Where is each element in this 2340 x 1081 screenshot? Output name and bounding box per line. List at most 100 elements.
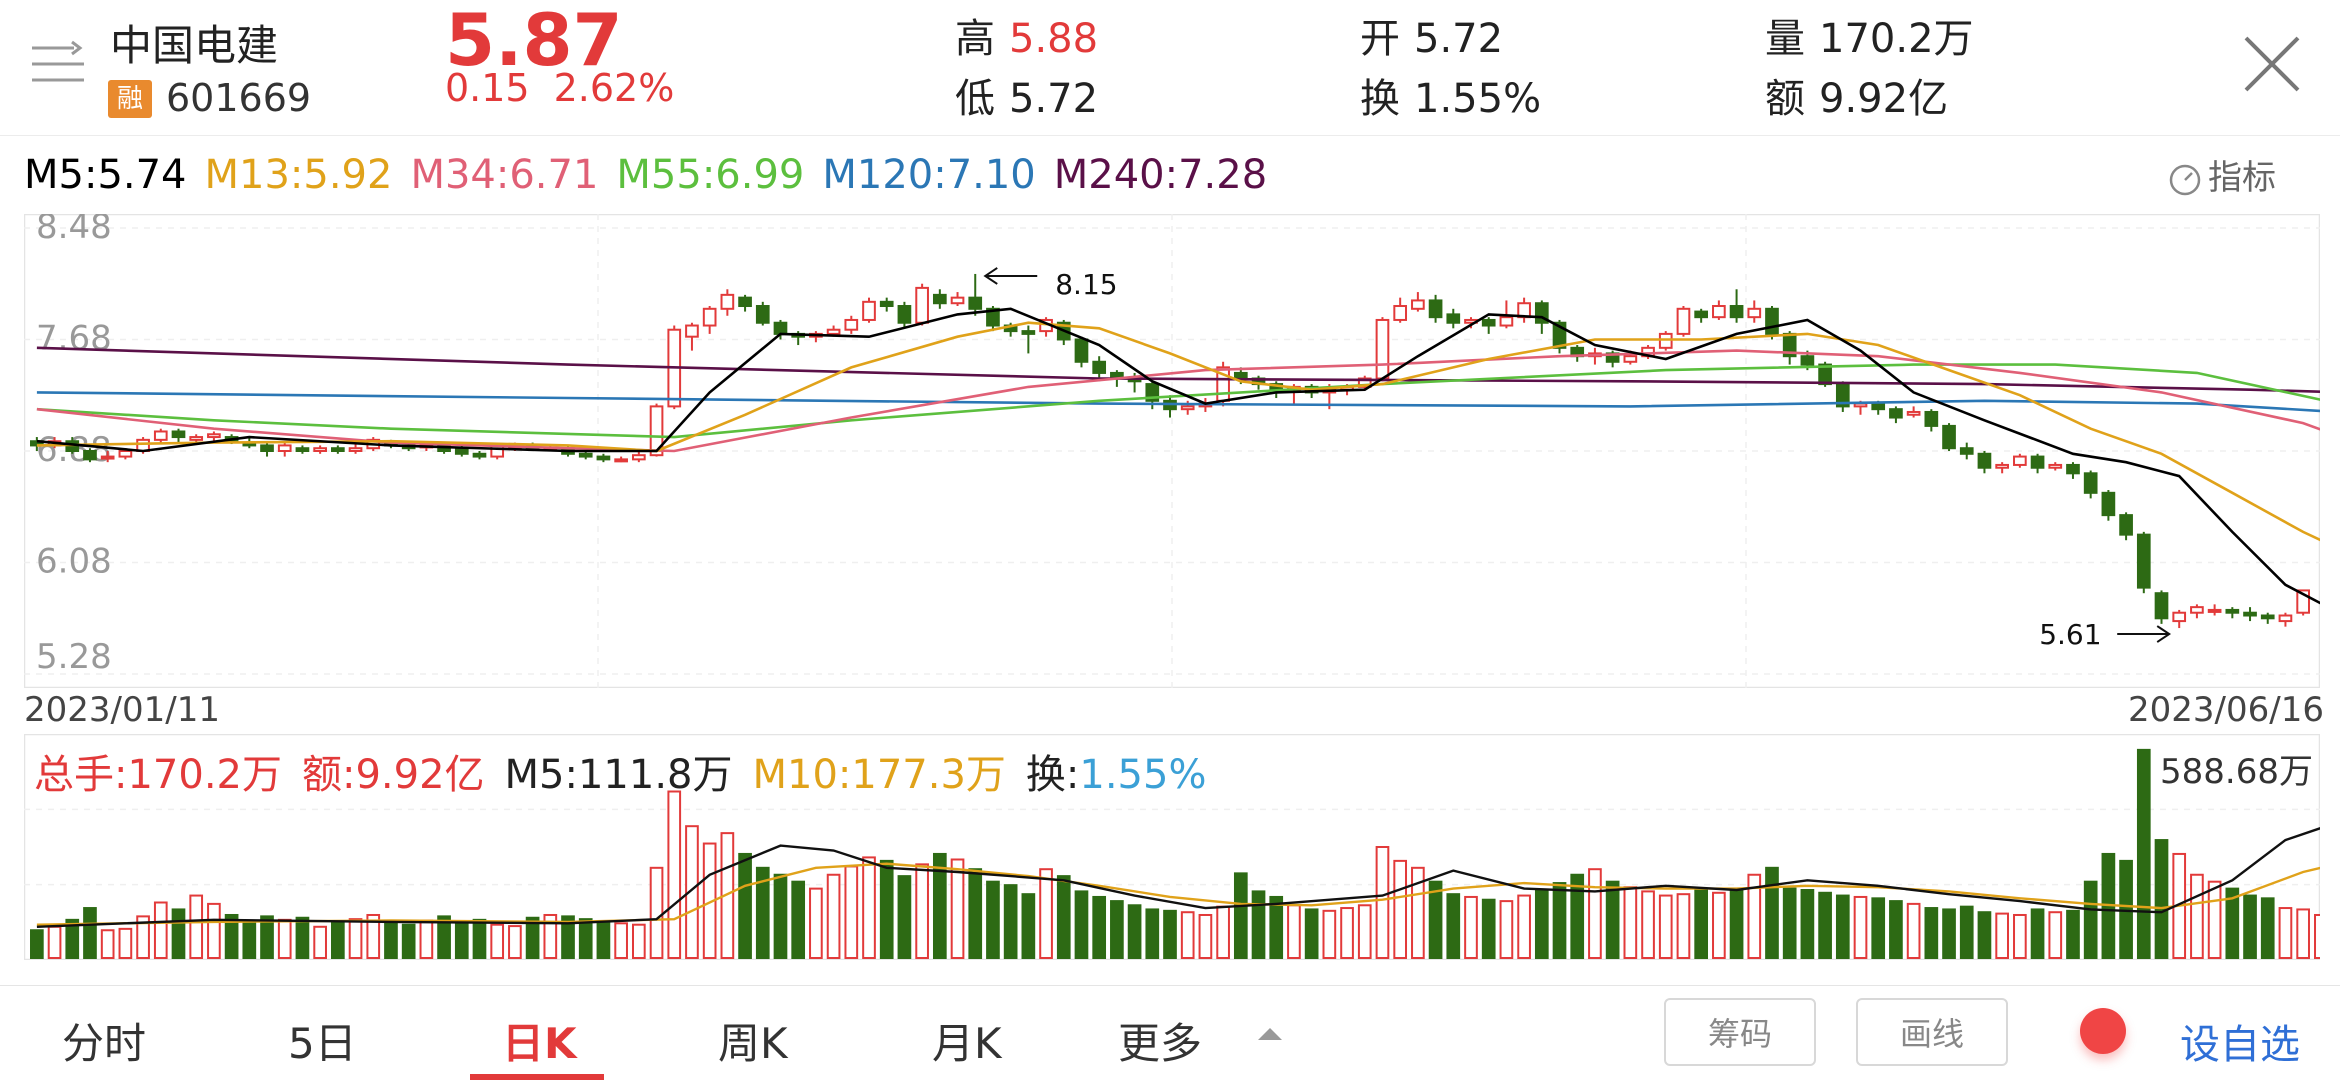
volume-frame	[24, 734, 2320, 960]
candle-body	[1357, 377, 1372, 388]
total-amount: 额:9.92亿	[302, 752, 485, 798]
candle-body	[2260, 614, 2275, 620]
y-tick-label: 5.28	[36, 637, 112, 677]
candlestick-chart[interactable]: 8.487.686.886.085.288.155.61	[24, 214, 2320, 688]
volume-bar	[826, 873, 841, 959]
menu-icon[interactable]	[30, 40, 86, 88]
candle-body	[631, 454, 646, 461]
stat-turnover-label: 换	[1360, 76, 1400, 122]
candle-body	[1092, 360, 1107, 374]
volume-bar	[189, 894, 204, 959]
volume-bar	[1074, 890, 1089, 959]
volume-bar	[932, 852, 947, 959]
volume-bar	[2066, 909, 2080, 959]
volume-bar	[1340, 907, 1354, 960]
volume-bar	[2136, 748, 2151, 959]
volume-chart[interactable]	[24, 734, 2320, 960]
volume-max: 588.68万	[2160, 752, 2313, 792]
close-icon[interactable]	[2240, 32, 2304, 96]
change-percent: 2.62%	[553, 66, 675, 110]
vol-m5-line	[36, 827, 2320, 928]
y-tick-label: 7.68	[36, 318, 112, 358]
volume-bar	[1233, 872, 1248, 959]
stock-name[interactable]: 中国电建	[110, 21, 279, 70]
volume-bar	[295, 916, 310, 959]
volume-bar	[1889, 900, 1903, 960]
volume-bar	[2154, 839, 2169, 959]
volume-bar	[2030, 908, 2045, 959]
tab-monthly-k[interactable]: 月K	[932, 1019, 1002, 1068]
candle-body	[1375, 318, 1390, 380]
candle-body	[313, 447, 327, 452]
volume-bar	[419, 919, 434, 960]
volume-bar	[1765, 866, 1779, 959]
total-volume: 总手:170.2万	[34, 752, 282, 798]
candle-body	[1995, 463, 2009, 469]
indicator-button[interactable]: 指标	[2168, 150, 2276, 199]
quote-header: 中国电建 融 601669 5.87 0.15 2.62% 高 5.88 低 5.72…	[0, 0, 2340, 136]
volume-bar	[649, 866, 664, 959]
candle-body	[207, 433, 221, 439]
volume-bar	[950, 858, 965, 959]
m13-line	[36, 321, 2320, 542]
volume-bar	[508, 925, 522, 959]
candle-body	[2296, 589, 2310, 614]
stat-open-value: 5.72	[1414, 16, 1504, 62]
candle-body	[153, 430, 168, 441]
volume-bar	[437, 915, 451, 959]
volume-bar	[1127, 904, 1142, 959]
candle-body	[2101, 491, 2116, 517]
volume-bar	[1588, 868, 1602, 959]
tab-intraday[interactable]: 分时	[62, 1019, 147, 1068]
volume-bar	[171, 908, 186, 959]
chip-distribution-button[interactable]: 筹码	[1664, 998, 1816, 1066]
volume-bar	[490, 923, 505, 959]
end-date: 2023/06/16	[2128, 690, 2324, 730]
candle-body	[702, 307, 717, 327]
volume-bar	[2260, 897, 2275, 959]
volume-bar	[1092, 895, 1107, 959]
caret-up-icon[interactable]	[1258, 1028, 1282, 1040]
volume-bar	[755, 866, 770, 959]
candle-body	[1180, 405, 1195, 411]
candle-body	[1906, 410, 1921, 416]
candle-body	[472, 452, 487, 458]
volume-bar	[667, 790, 682, 959]
candle-body	[331, 447, 345, 452]
record-dot-icon[interactable]	[2080, 1008, 2126, 1054]
candle-body	[2243, 611, 2257, 617]
tab-more[interactable]: 更多	[1118, 1019, 1203, 1068]
volume-bar	[1357, 904, 1372, 959]
volume-bar	[1676, 893, 1691, 960]
y-tick-label: 8.48	[36, 214, 112, 247]
tab-daily-k[interactable]: 日K	[502, 1019, 577, 1068]
volume-bar	[207, 902, 221, 959]
volume-bar	[968, 868, 983, 959]
volume-bar	[738, 852, 752, 959]
volume-bar	[2278, 907, 2293, 960]
volume-bar	[879, 859, 894, 959]
tab-weekly-k[interactable]: 周K	[718, 1019, 788, 1068]
ma34-label: M34:6.71	[410, 152, 599, 198]
volume-bar	[1658, 894, 1673, 959]
candle-body	[720, 293, 735, 310]
volume-bar	[614, 922, 628, 959]
candle-body	[879, 300, 894, 308]
volume-bar	[1782, 887, 1797, 959]
volume-bar	[1163, 909, 1177, 959]
m120-line	[36, 391, 2320, 413]
volume-turnover-value: 1.55%	[1079, 752, 1207, 798]
volume-bar	[986, 880, 1000, 959]
candle-body	[1658, 332, 1673, 349]
add-favorite-button[interactable]: 设自选	[2180, 1022, 2300, 1068]
candle-body	[862, 300, 876, 321]
candle-body	[578, 452, 593, 458]
volume-bar	[1375, 846, 1390, 959]
volume-bar	[1517, 894, 1531, 959]
volume-bar	[862, 856, 876, 959]
draw-line-button[interactable]: 画线	[1856, 998, 2008, 1066]
vol-m10-line	[36, 862, 2320, 926]
tab-5day[interactable]: 5日	[288, 1019, 357, 1068]
volume-bar	[2296, 908, 2310, 959]
stat-low: 低 5.72	[955, 66, 1098, 124]
